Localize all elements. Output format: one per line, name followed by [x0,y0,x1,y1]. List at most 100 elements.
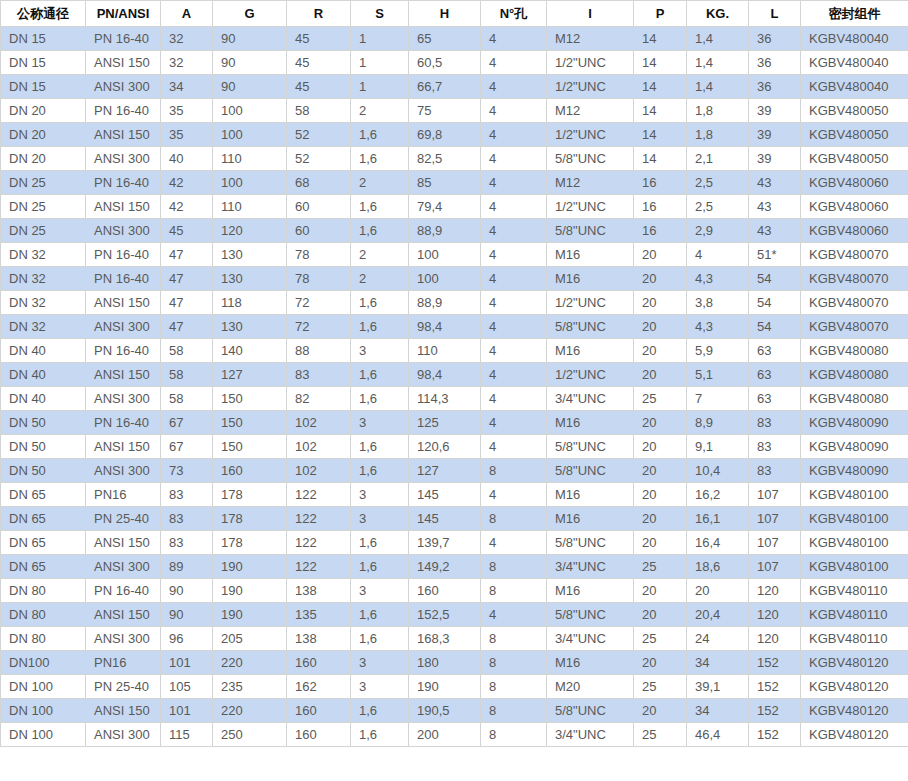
cell: 25 [634,675,687,699]
cell: DN 100 [1,675,86,699]
cell: 83 [287,363,351,387]
cell: KGBV480080 [801,339,908,363]
cell: 45 [287,51,351,75]
cell: KGBV480050 [801,123,908,147]
cell: KGBV480120 [801,699,908,723]
cell: PN 16-40 [86,27,161,51]
table-row: DN 50ANSI 150671501021,6120,645/8"UNC209… [1,435,908,459]
cell: 1,6 [351,531,409,555]
table-row: DN 80ANSI 150901901351,6152,545/8"UNC202… [1,603,908,627]
cell: KGBV480040 [801,51,908,75]
column-header-2: A [161,1,213,27]
cell: 20 [634,339,687,363]
cell: ANSI 300 [86,459,161,483]
cell: 98,4 [409,363,481,387]
cell: 4 [481,195,547,219]
cell: 139,7 [409,531,481,555]
cell: 135 [287,603,351,627]
cell: 2,9 [687,219,749,243]
cell: 63 [749,363,801,387]
cell: 89 [161,555,213,579]
cell: 152 [749,651,801,675]
cell: 1 [351,75,409,99]
cell: 73 [161,459,213,483]
cell: DN 40 [1,387,86,411]
cell: 8 [481,699,547,723]
cell: 118 [213,291,287,315]
cell: ANSI 150 [86,195,161,219]
cell: 34 [687,651,749,675]
cell: 150 [213,435,287,459]
cell: 60 [287,195,351,219]
cell: 9,1 [687,435,749,459]
column-header-7: N°孔 [481,1,547,27]
cell: 5/8"UNC [547,603,634,627]
cell: 20 [634,411,687,435]
cell: M16 [547,267,634,291]
cell: 120 [213,219,287,243]
cell: ANSI 300 [86,627,161,651]
table-row: DN 40PN 16-40581408831104M16205,963KGBV4… [1,339,908,363]
cell: 1,6 [351,723,409,747]
cell: DN 20 [1,147,86,171]
cell: 1 [351,27,409,51]
cell: 178 [213,483,287,507]
cell: 1,6 [351,219,409,243]
cell: 101 [161,699,213,723]
cell: 2 [351,267,409,291]
cell: 120,6 [409,435,481,459]
table-row: DN 20PN 16-4035100582754M12141,839KGBV48… [1,99,908,123]
cell: 1,6 [351,459,409,483]
table-row: DN 50PN 16-406715010231254M16208,983KGBV… [1,411,908,435]
cell: 4 [481,315,547,339]
cell: 107 [749,507,801,531]
cell: 42 [161,195,213,219]
cell: 4 [481,531,547,555]
cell: 160 [409,579,481,603]
cell: 138 [287,627,351,651]
cell: 107 [749,483,801,507]
cell: 3/4"UNC [547,387,634,411]
cell: KGBV480060 [801,219,908,243]
table-row: DN 100ANSI 3001152501601,620083/4"UNC254… [1,723,908,747]
cell: 36 [749,27,801,51]
cell: 90 [213,75,287,99]
cell: KGBV480100 [801,483,908,507]
cell: 43 [749,195,801,219]
cell: 5/8"UNC [547,459,634,483]
cell: 4 [481,123,547,147]
cell: 75 [409,99,481,123]
cell: 101 [161,651,213,675]
cell: 39 [749,99,801,123]
cell: 20 [634,483,687,507]
cell: ANSI 150 [86,363,161,387]
cell: 47 [161,267,213,291]
cell: 52 [287,147,351,171]
cell: ANSI 150 [86,291,161,315]
cell: M16 [547,339,634,363]
cell: 90 [161,579,213,603]
cell: 3/4"UNC [547,555,634,579]
valve-spec-table: 公称通径PN/ANSIAGRSHN°孔IPKG.L密封组件 DN 15PN 16… [0,0,908,747]
cell: 2,5 [687,171,749,195]
cell: 1,6 [351,363,409,387]
cell: 2 [351,171,409,195]
cell: 82 [287,387,351,411]
cell: KGBV480050 [801,99,908,123]
cell: 4 [481,75,547,99]
cell: 152 [749,675,801,699]
cell: 52 [287,123,351,147]
cell: 5/8"UNC [547,315,634,339]
cell: KGBV480120 [801,675,908,699]
cell: 58 [161,339,213,363]
cell: 5/8"UNC [547,531,634,555]
cell: 54 [749,267,801,291]
cell: 46,4 [687,723,749,747]
cell: 3 [351,483,409,507]
column-header-5: S [351,1,409,27]
cell: 100 [409,267,481,291]
cell: 190 [213,555,287,579]
cell: DN 40 [1,339,86,363]
cell: KGBV480120 [801,651,908,675]
cell: 16,1 [687,507,749,531]
